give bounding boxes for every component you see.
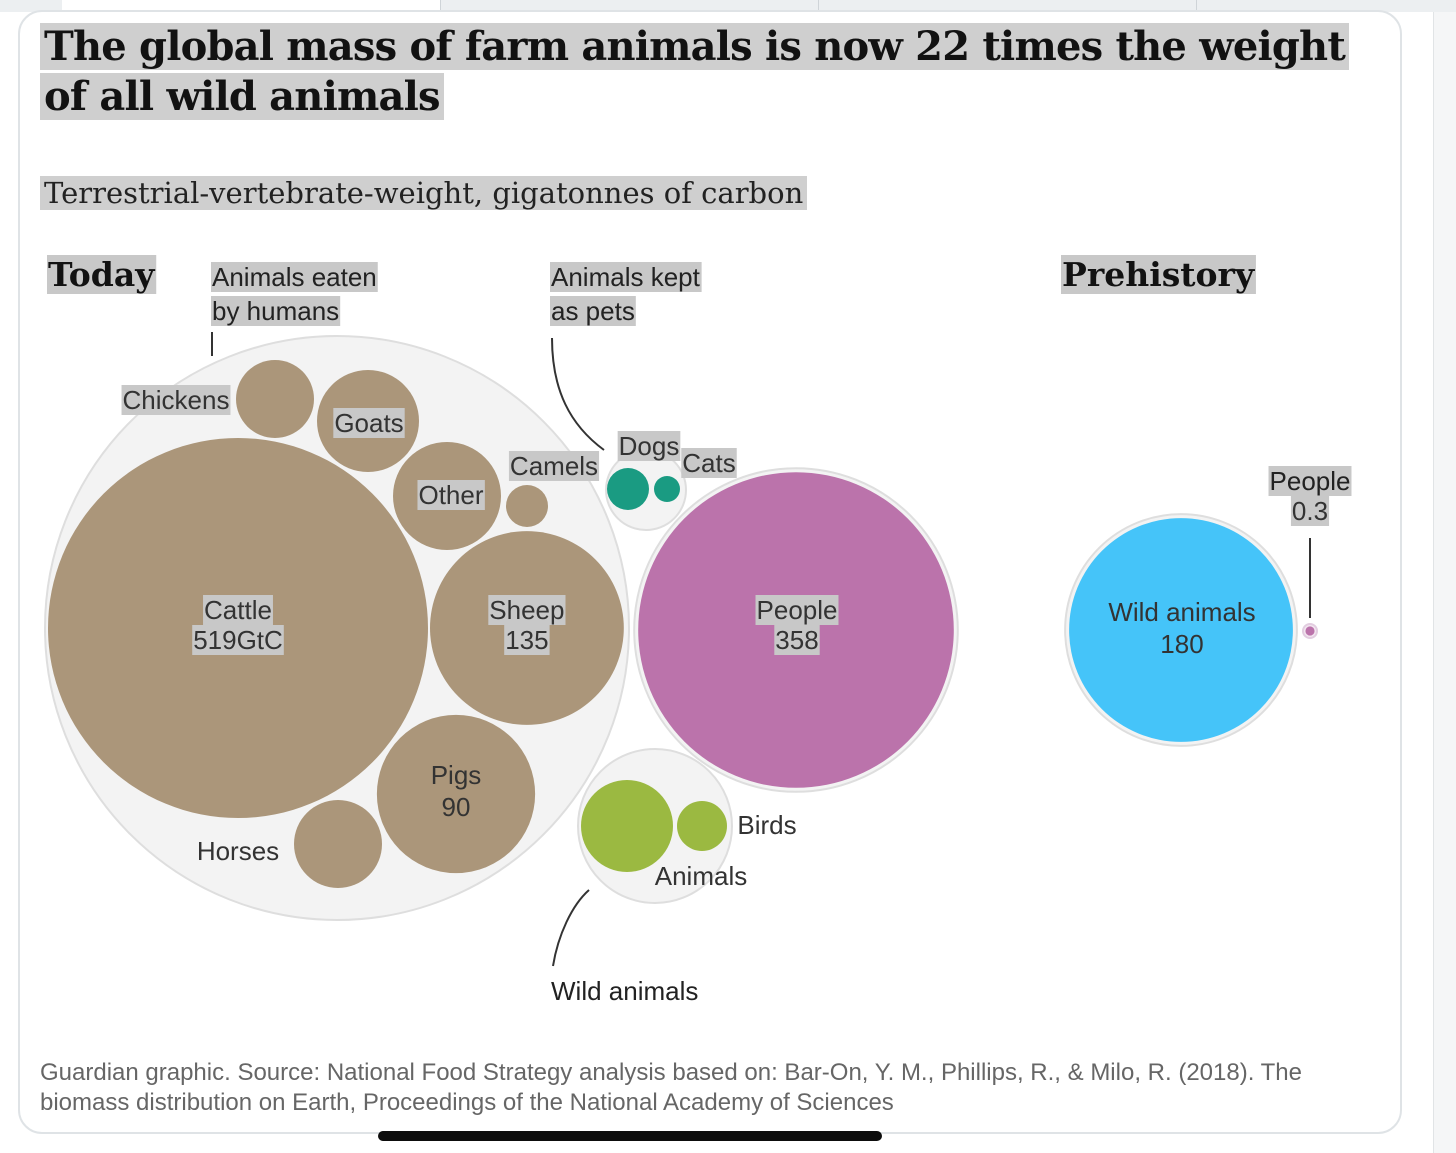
label-dogs-highlight	[617, 431, 681, 461]
label-prehistory-wild-animals: Wild animals	[1108, 597, 1255, 627]
bubble-horses	[294, 800, 382, 888]
section-label-prehistory-highlight	[1061, 255, 1256, 294]
value-cattle-highlight	[192, 625, 284, 655]
label-chickens: Chickens	[123, 385, 230, 415]
value-prehistory-people: 0.3	[1292, 496, 1328, 526]
label-cattle: Cattle	[204, 595, 272, 625]
label-camels: Camels	[510, 451, 598, 481]
browser-tab-active[interactable]	[62, 0, 441, 12]
label-people-highlight	[755, 595, 839, 625]
home-indicator[interactable]	[378, 1131, 882, 1141]
label-other: Other	[418, 480, 483, 510]
label-chickens-highlight	[121, 385, 231, 415]
label-sheep-highlight	[488, 595, 566, 625]
label-goats-highlight	[333, 408, 405, 438]
bubble-prehistory-wild-animals	[1069, 518, 1293, 742]
label-cats-highlight	[681, 448, 737, 478]
value-prehistory-people-highlight	[1290, 496, 1330, 526]
bubble-camels	[506, 485, 548, 527]
annotation-animals-eaten-line1-highlight	[211, 262, 378, 292]
label-animals: Animals	[655, 861, 747, 891]
label-sheep: Sheep	[489, 595, 564, 625]
label-camels-highlight	[508, 451, 600, 481]
label-pigs: Pigs	[431, 760, 482, 790]
chart-title: The global mass of farm animals is now 2…	[40, 22, 1360, 122]
scrollbar-track[interactable]	[1433, 12, 1456, 1153]
section-label-prehistory: Prehistory	[1062, 255, 1255, 294]
browser-tab-strip	[0, 0, 1456, 12]
section-label-today-highlight	[47, 255, 157, 294]
bubble-prehistory-people	[1305, 626, 1315, 636]
label-birds: Birds	[737, 810, 796, 840]
annotation-pets-line2: as pets	[551, 296, 635, 326]
value-sheep-highlight	[504, 625, 550, 655]
annotation-animals-eaten-line2: by humans	[212, 296, 339, 326]
source-note: Guardian graphic. Source: National Food …	[40, 1059, 1302, 1116]
bubble-birds	[677, 801, 727, 851]
label-people: People	[757, 595, 838, 625]
connector-pets	[551, 337, 605, 451]
browser-tab[interactable]	[441, 0, 819, 12]
bubble-cats	[654, 476, 680, 502]
label-other-highlight	[417, 480, 485, 510]
connector-wild-animals	[552, 889, 590, 967]
label-cats: Cats	[682, 448, 735, 478]
label-cattle-highlight	[203, 595, 273, 625]
bubble-dogs	[607, 468, 649, 510]
label-horses: Horses	[197, 836, 279, 866]
bubble-chickens	[236, 360, 314, 438]
label-prehistory-people-highlight	[1268, 466, 1352, 496]
bubble-animals	[581, 780, 673, 872]
value-cattle: 519GtC	[193, 625, 283, 655]
annotation-wild-animals: Wild animals	[551, 976, 698, 1006]
value-pigs: 90	[442, 792, 471, 822]
value-people: 358	[775, 625, 818, 655]
annotation-pets-line1: Animals kept	[551, 262, 701, 292]
value-people-highlight	[774, 625, 820, 655]
label-prehistory-people: People	[1270, 466, 1351, 496]
value-prehistory-wild-animals: 180	[1160, 629, 1203, 659]
browser-tab[interactable]	[819, 0, 1197, 12]
connector-lines-layer	[211, 332, 1311, 967]
label-goats: Goats	[334, 408, 403, 438]
label-dogs: Dogs	[619, 431, 680, 461]
annotation-animals-eaten-line2-highlight	[211, 296, 341, 326]
annotation-animals-eaten-line1: Animals eaten	[212, 262, 377, 292]
value-sheep: 135	[505, 625, 548, 655]
bubble-pigs	[376, 714, 536, 874]
chart-subtitle-text: Terrestrial-vertebrate-weight, gigatonne…	[40, 176, 808, 210]
annotation-pets-line1-highlight	[550, 262, 702, 292]
annotation-pets-line2-highlight	[550, 296, 636, 326]
section-label-today: Today	[48, 255, 155, 294]
chart-subtitle: Terrestrial-vertebrate-weight, gigatonne…	[40, 172, 808, 214]
